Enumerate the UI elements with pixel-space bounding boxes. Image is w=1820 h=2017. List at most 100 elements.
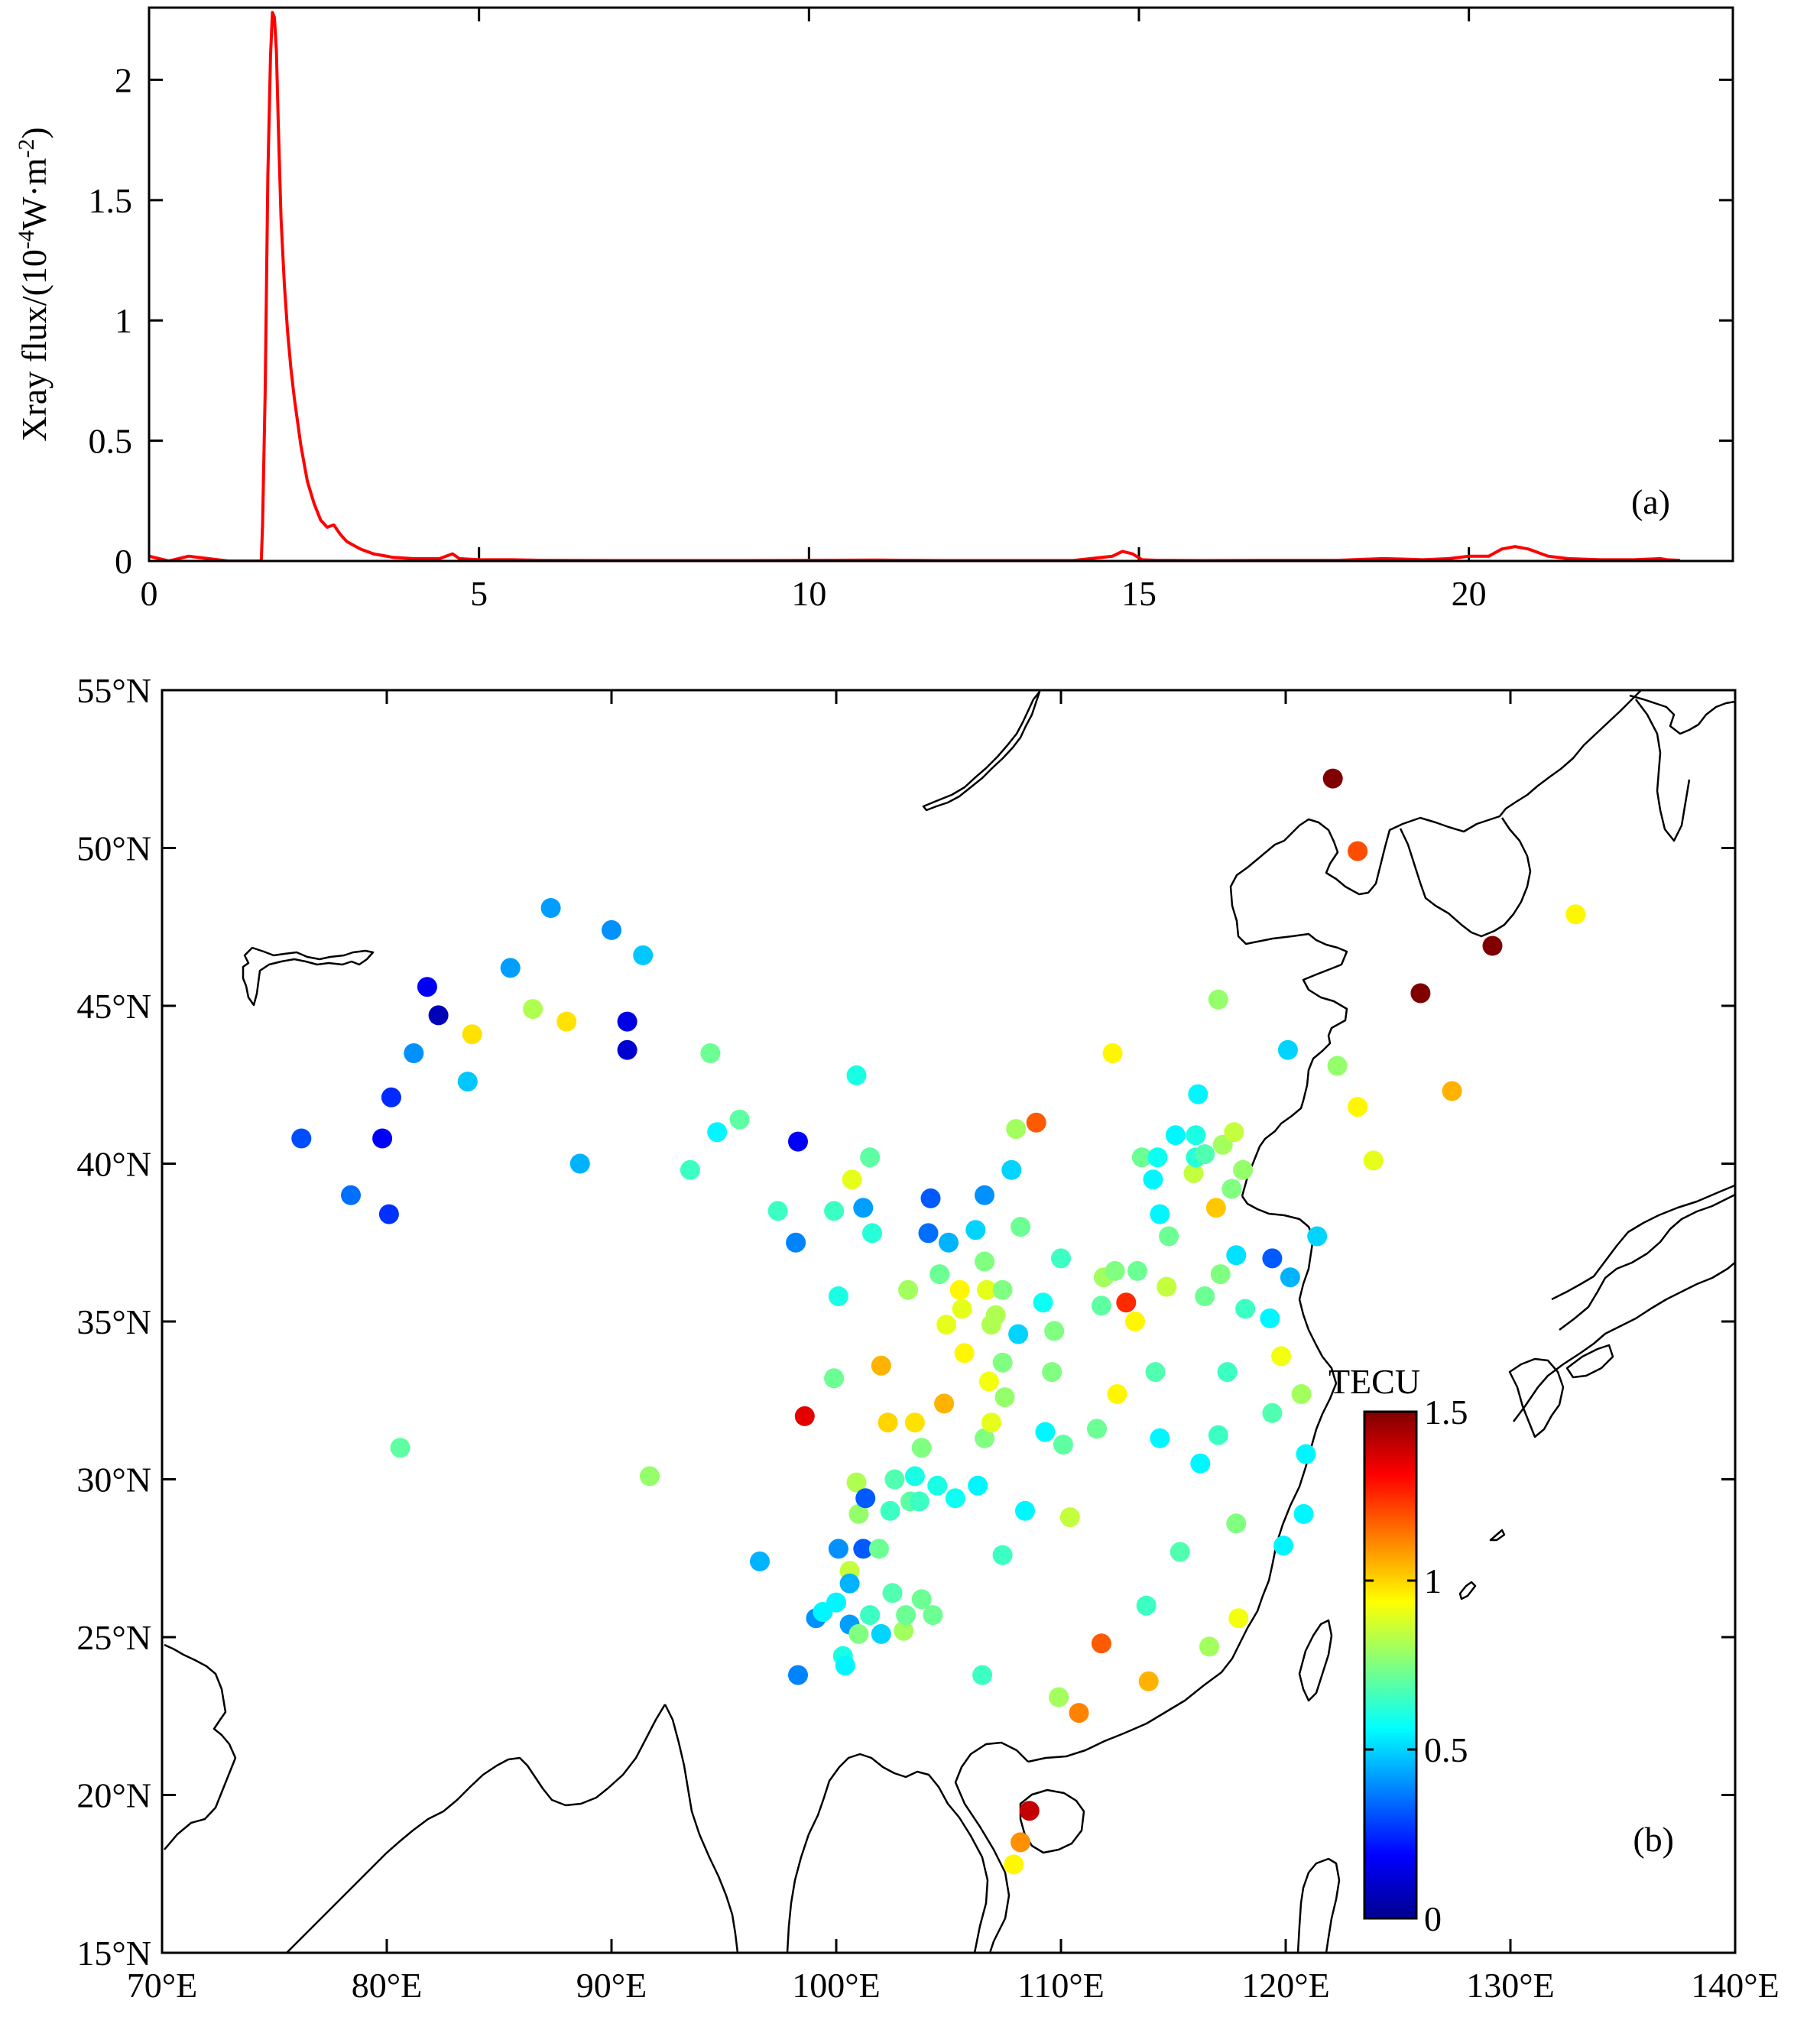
panel-b-tick-labels: 70°E 80°E 90°E 100°E 110°E 120°E 130°E 140°E 15°…: [76, 671, 1779, 2005]
coastline-indochina: [786, 1753, 989, 1953]
tec-point: [1410, 983, 1431, 1004]
coastline-korea: [1399, 817, 1532, 938]
tec-point: [633, 945, 654, 965]
tec-point: [968, 1475, 988, 1496]
y-tick-label: 1: [115, 301, 132, 340]
lat-tick-label: 15°N: [76, 1934, 151, 1973]
tec-point: [848, 1623, 869, 1644]
tec-point: [868, 1539, 889, 1559]
lat-tick-label: 45°N: [76, 987, 151, 1026]
panel-a-xray-flux: 0 5 10 15 20 0 0.5 1 1.5 2 (a) Xray flux/(10-4W·m…: [14, 6, 1734, 613]
tec-point: [1150, 1428, 1170, 1448]
tec-point: [975, 1185, 994, 1205]
coastline-sakhalin-north: [1635, 699, 1691, 842]
tec-point: [428, 1005, 449, 1026]
tec-point: [918, 1223, 939, 1244]
tec-point: [929, 1264, 950, 1285]
tec-point: [1217, 1362, 1238, 1383]
tec-point: [372, 1128, 393, 1149]
tec-point: [880, 1500, 900, 1521]
coastline-mainland: [1229, 690, 1643, 1197]
lat-tick-label: 55°N: [76, 671, 151, 710]
panel-b-frame: [161, 689, 1737, 1954]
coastline-luzon: [1296, 1857, 1341, 1953]
tec-point: [1233, 1159, 1254, 1180]
tec-point: [853, 1539, 874, 1559]
tec-point: [975, 1251, 994, 1272]
tec-point: [860, 1605, 881, 1626]
panel-b-label: (b): [1633, 1820, 1674, 1859]
tec-point: [855, 1488, 876, 1509]
panel-a-ylabel: Xray flux/(10-4W·m-2): [14, 127, 54, 442]
tec-point: [1262, 1402, 1283, 1423]
tec-point: [826, 1592, 846, 1613]
tec-point: [680, 1159, 700, 1180]
tec-point: [1091, 1295, 1111, 1316]
coastline-west-india: [164, 1643, 237, 1850]
tec-point: [981, 1412, 1001, 1433]
coastlines: [164, 690, 1735, 1953]
tec-point: [1208, 989, 1228, 1010]
tec-point: [949, 1279, 970, 1300]
tec-point: [846, 1472, 867, 1493]
tec-point: [1262, 1248, 1283, 1269]
tec-point: [1235, 1299, 1256, 1319]
tec-point: [462, 1024, 482, 1045]
tec-point: [378, 1204, 399, 1224]
tec-point: [1053, 1435, 1073, 1455]
lon-tick-label: 130°E: [1466, 1966, 1555, 2005]
lat-tick-label: 50°N: [76, 829, 151, 868]
tec-point: [1165, 1125, 1186, 1146]
lon-tick-label: 140°E: [1691, 1966, 1779, 2005]
colorbar: 0 0.5 1 1.5 TECU: [1329, 1362, 1468, 1938]
tec-point: [977, 1279, 997, 1300]
coastline-bay-of-bengal: [286, 1704, 739, 1953]
tec-point: [1363, 1150, 1384, 1171]
tec-point: [911, 1589, 932, 1610]
tec-point: [1195, 1144, 1215, 1165]
ylabel-exp1: -4: [14, 230, 39, 249]
tec-point: [1015, 1500, 1035, 1521]
tec-point: [707, 1122, 728, 1143]
tec-point: [1190, 1453, 1211, 1474]
tec-point: [1183, 1163, 1204, 1183]
tec-point: [1019, 1801, 1040, 1821]
ylabel-exp2: -2: [14, 139, 39, 158]
tec-point: [842, 1169, 862, 1190]
tec-point: [853, 1198, 874, 1218]
tec-point: [1271, 1346, 1292, 1367]
tec-point: [1159, 1226, 1179, 1247]
tec-point: [1199, 1636, 1219, 1657]
tec-point: [952, 1299, 972, 1319]
tec-point: [939, 1232, 959, 1253]
tec-point: [1004, 1854, 1024, 1875]
ylabel-main: Xray flux/(10: [15, 249, 54, 442]
tec-point: [1143, 1169, 1163, 1190]
tec-point: [824, 1368, 845, 1389]
lon-tick-label: 90°E: [576, 1966, 647, 2005]
colorbar-tick-label: 0.5: [1424, 1730, 1468, 1769]
tec-point: [417, 977, 437, 997]
tec-point: [1228, 1608, 1249, 1629]
lat-tick-label: 25°N: [76, 1618, 151, 1657]
tec-point: [1127, 1260, 1147, 1281]
tec-point: [1195, 1286, 1215, 1306]
tec-point: [1327, 1056, 1348, 1076]
y-tick-label: 2: [115, 60, 132, 99]
tec-point: [824, 1201, 845, 1221]
colorbar-tick-label: 1.5: [1424, 1393, 1468, 1432]
colorbar-gradient: [1363, 1410, 1418, 1920]
tec-point: [1277, 1039, 1298, 1060]
tec-point: [750, 1551, 770, 1571]
colorbar-title: TECU: [1329, 1362, 1420, 1401]
tec-point: [1131, 1147, 1152, 1168]
tec-point: [975, 1428, 994, 1448]
y-tick-label: 0: [115, 542, 132, 581]
tec-point: [871, 1623, 891, 1644]
tec-point: [523, 999, 543, 1020]
tec-point: [965, 1220, 986, 1240]
tec-point: [828, 1539, 848, 1559]
tec-point: [904, 1466, 925, 1487]
tec-point: [1008, 1324, 1029, 1344]
tec-point: [1087, 1419, 1107, 1439]
